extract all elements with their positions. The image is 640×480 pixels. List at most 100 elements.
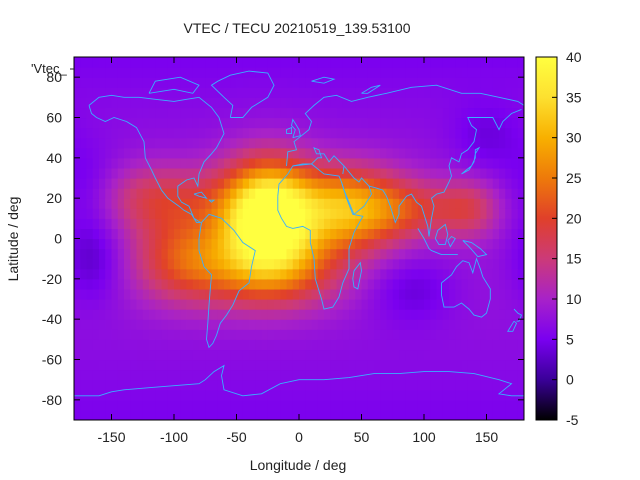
heatmap-cell	[449, 147, 456, 159]
heatmap-cell	[230, 208, 238, 219]
heatmap-cell	[467, 399, 475, 411]
heatmap-cell	[317, 349, 325, 361]
heatmap-cell	[111, 218, 119, 230]
heatmap-cell	[86, 329, 94, 340]
heatmap-cell	[249, 288, 256, 300]
heatmap-cell	[517, 379, 524, 391]
heatmap-cell	[280, 147, 288, 159]
heatmap-cell	[355, 409, 363, 420]
heatmap-cell	[505, 188, 513, 199]
heatmap-cell	[436, 147, 444, 159]
heatmap-cell	[142, 77, 150, 88]
heatmap-cell	[311, 167, 319, 179]
heatmap-cell	[199, 319, 206, 330]
heatmap-cell	[80, 157, 88, 169]
heatmap-cell	[236, 97, 244, 109]
heatmap-cell	[349, 369, 356, 381]
heatmap-cell	[242, 349, 250, 361]
heatmap-cell	[361, 299, 369, 310]
heatmap-cell	[367, 409, 375, 420]
heatmap-cell	[80, 208, 88, 219]
heatmap-cell	[455, 238, 463, 250]
heatmap-cell	[236, 178, 244, 189]
heatmap-cell	[411, 157, 419, 169]
heatmap-cell	[511, 299, 519, 310]
heatmap-cell	[330, 389, 338, 401]
heatmap-cell	[399, 87, 406, 98]
heatmap-cell	[149, 288, 156, 300]
heatmap-cell	[249, 57, 256, 68]
heatmap-cell	[136, 157, 144, 169]
heatmap-cell	[461, 399, 469, 411]
heatmap-cell	[211, 228, 219, 240]
heatmap-cell	[224, 127, 231, 139]
heatmap-cell	[267, 268, 275, 280]
heatmap-cell	[499, 178, 506, 189]
heatmap-cell	[430, 258, 438, 270]
heatmap-cell	[486, 157, 494, 169]
heatmap-cell	[305, 278, 313, 290]
heatmap-cell	[486, 97, 494, 109]
heatmap-cell	[349, 178, 356, 189]
heatmap-cell	[367, 248, 375, 260]
heatmap-cell	[86, 409, 94, 420]
heatmap-cell	[105, 268, 113, 280]
heatmap-cell	[136, 167, 144, 179]
heatmap-cell	[305, 107, 313, 119]
heatmap-cell	[492, 319, 500, 330]
heatmap-cell	[155, 339, 163, 351]
heatmap-cell	[236, 309, 244, 320]
heatmap-cell	[442, 208, 450, 219]
heatmap-cell	[324, 127, 331, 139]
heatmap-cell	[442, 409, 450, 420]
heatmap-cell	[411, 339, 419, 351]
heatmap-cell	[499, 57, 506, 68]
heatmap-cell	[305, 349, 313, 361]
heatmap-cell	[192, 278, 200, 290]
heatmap-cell	[142, 228, 150, 240]
heatmap-cell	[130, 409, 138, 420]
heatmap-cell	[280, 278, 288, 290]
heatmap-cell	[80, 147, 88, 159]
heatmap-cell	[117, 107, 125, 119]
heatmap-cell	[424, 359, 431, 371]
y-tick-label: 40	[46, 150, 62, 166]
heatmap-cell	[261, 359, 269, 371]
heatmap-cell	[286, 319, 294, 330]
heatmap-cell	[92, 409, 100, 420]
heatmap-cell	[217, 359, 225, 371]
heatmap-cell	[374, 77, 381, 88]
heatmap-cell	[267, 399, 275, 411]
heatmap-cell	[161, 329, 169, 340]
heatmap-cell	[242, 309, 250, 320]
heatmap-cell	[242, 117, 250, 129]
heatmap-cell	[480, 258, 488, 270]
heatmap-cell	[499, 137, 506, 149]
heatmap-cell	[255, 127, 263, 139]
heatmap-cell	[236, 238, 244, 250]
heatmap-cell	[80, 97, 88, 109]
heatmap-cell	[267, 409, 275, 420]
heatmap-cell	[349, 188, 356, 199]
heatmap-cell	[442, 167, 450, 179]
heatmap-cell	[336, 218, 344, 230]
heatmap-cell	[461, 248, 469, 260]
heatmap-cell	[461, 268, 469, 280]
heatmap-cell	[480, 107, 488, 119]
heatmap-cell	[436, 359, 444, 371]
heatmap-cell	[411, 178, 419, 189]
heatmap-cell	[292, 389, 300, 401]
heatmap-cell	[436, 157, 444, 169]
heatmap-cell	[455, 349, 463, 361]
heatmap-cell	[292, 228, 300, 240]
heatmap-cell	[180, 117, 188, 129]
heatmap-cell	[180, 409, 188, 420]
heatmap-cell	[249, 157, 256, 169]
heatmap-cell	[117, 57, 125, 68]
heatmap-cell	[474, 238, 481, 250]
heatmap-cell	[167, 339, 175, 351]
heatmap-cell	[442, 57, 450, 68]
heatmap-cell	[142, 218, 150, 230]
heatmap-cell	[161, 137, 169, 149]
heatmap-cell	[74, 288, 81, 300]
